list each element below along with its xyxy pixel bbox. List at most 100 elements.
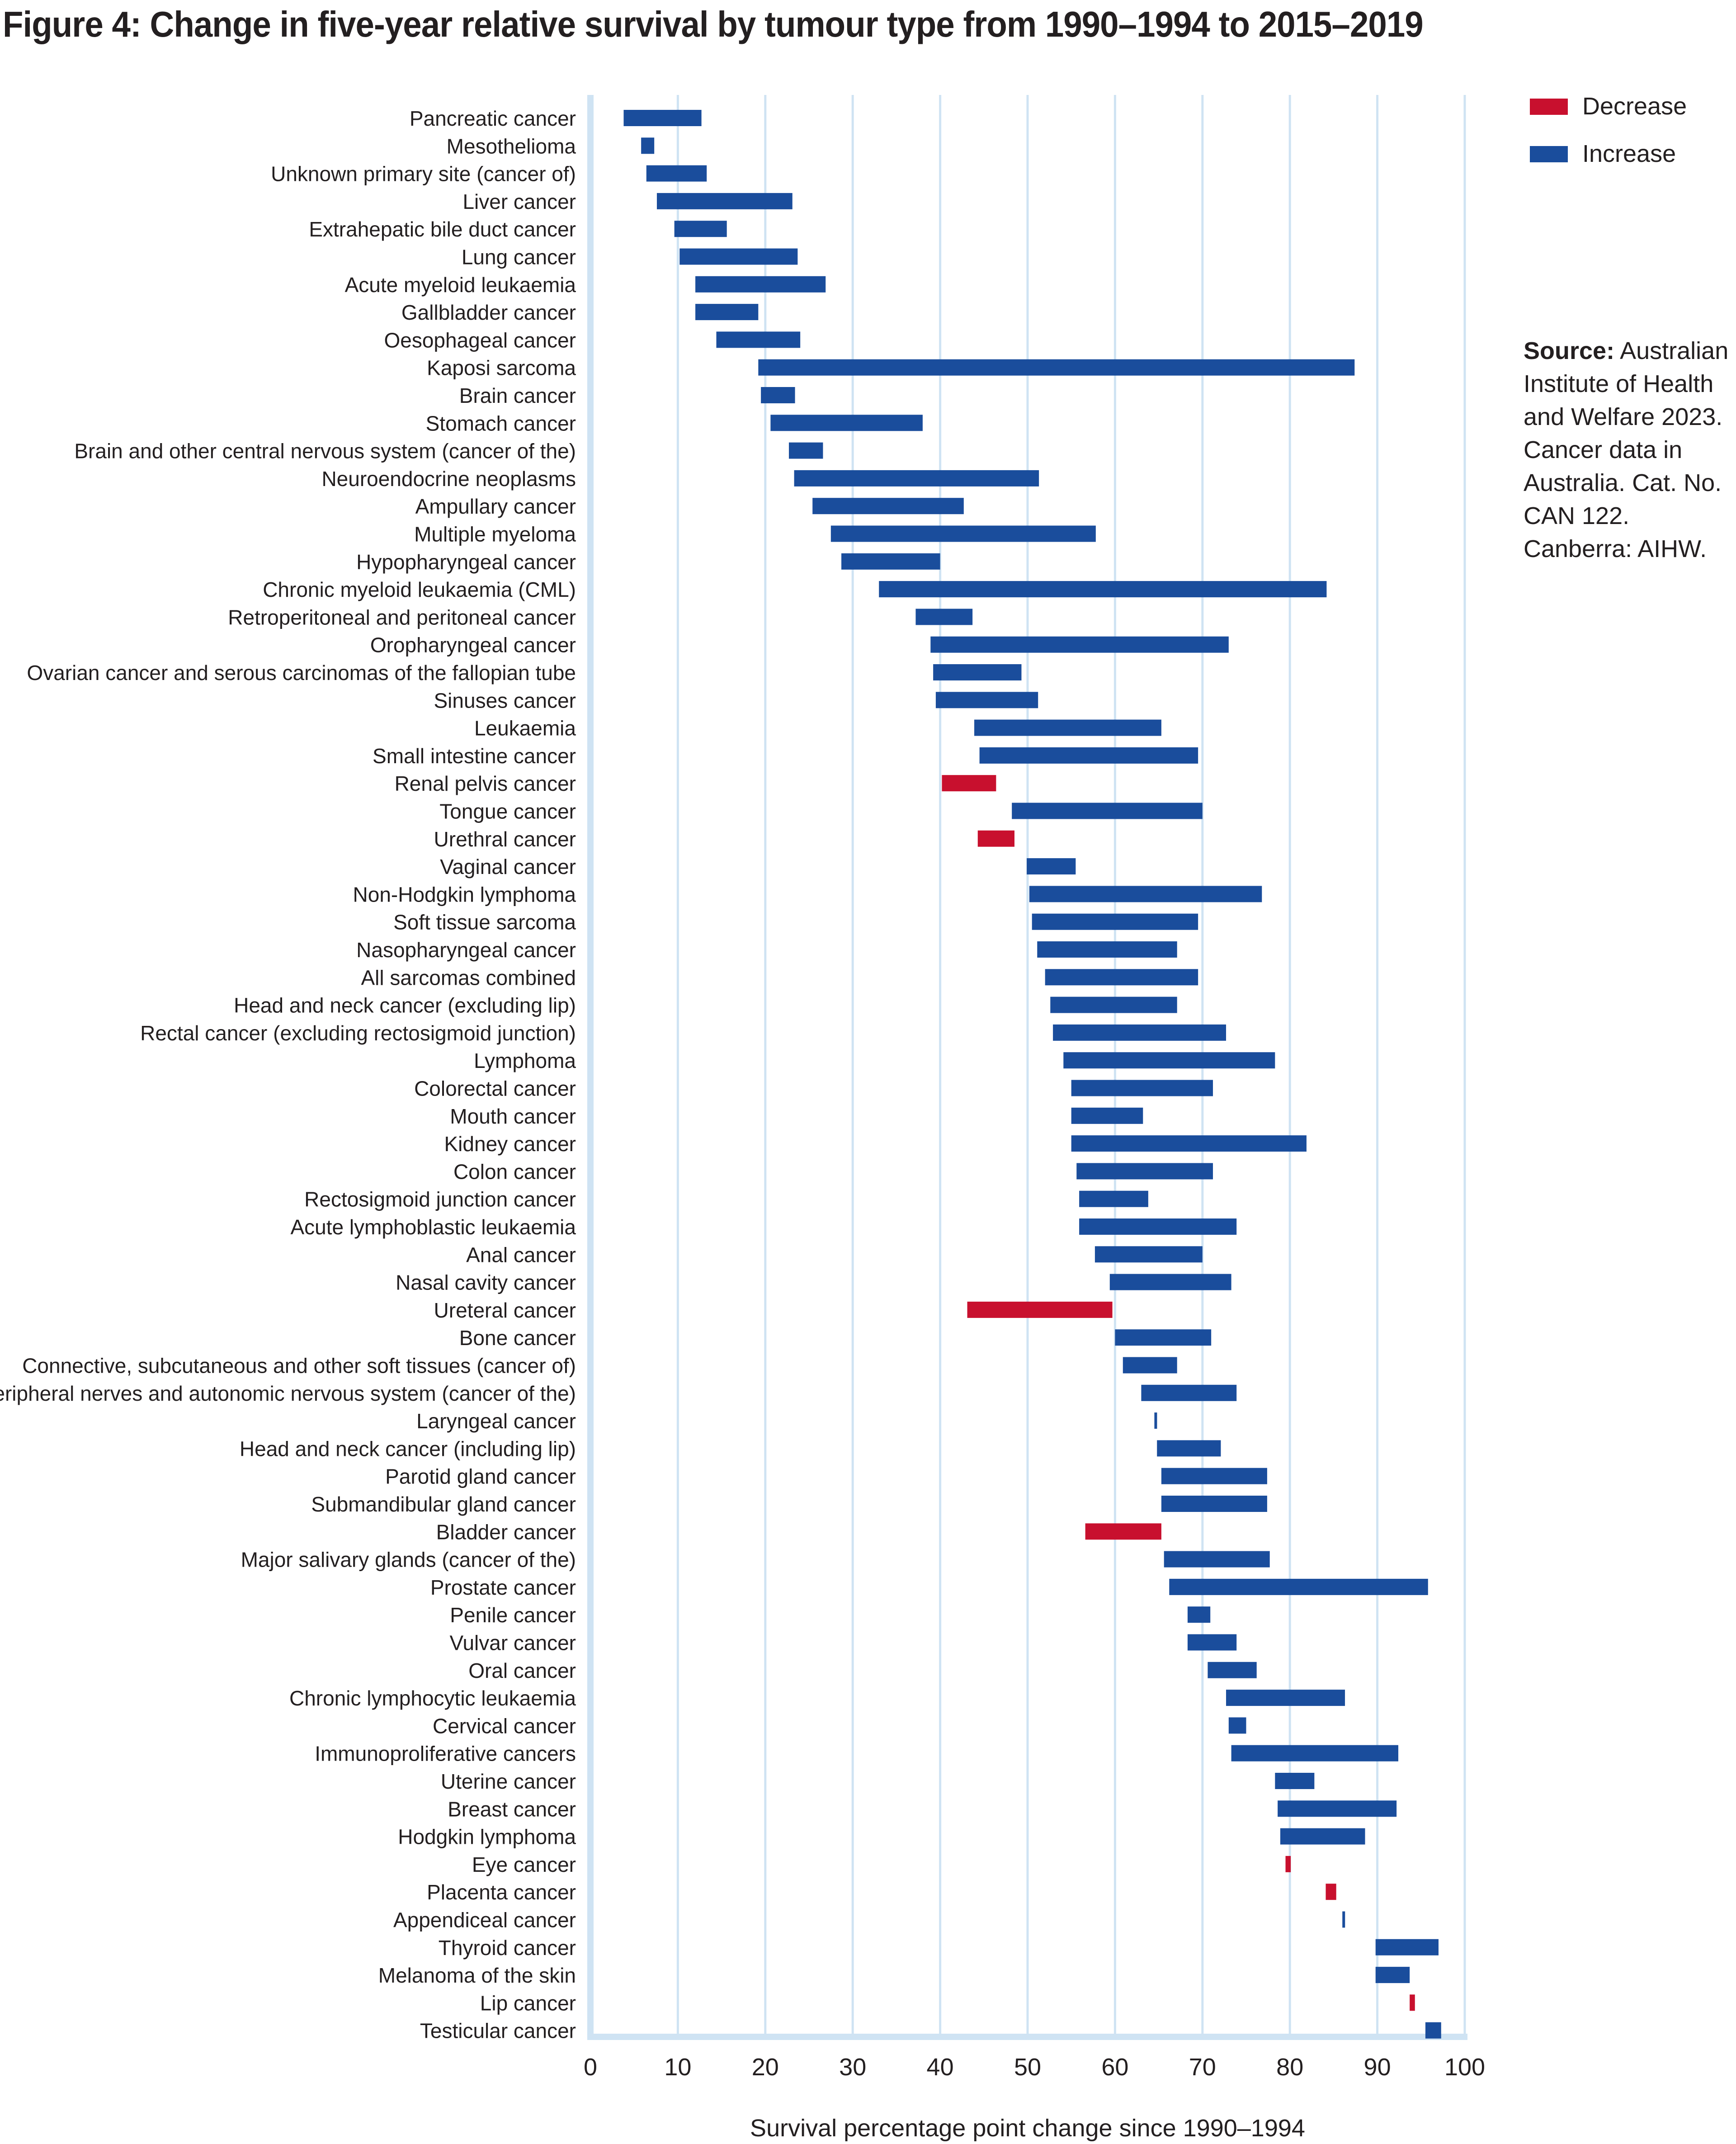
bar-increase [1161, 1468, 1267, 1484]
bar-increase [695, 276, 826, 293]
x-tick-label: 50 [1014, 2054, 1041, 2081]
bar-increase [679, 248, 798, 265]
category-label: Oral cancer [468, 1659, 576, 1682]
bar-increase [1154, 1412, 1157, 1429]
category-label: Mouth cancer [450, 1105, 576, 1128]
bar-increase [794, 470, 1039, 486]
category-label: Brain and other central nervous system (… [74, 439, 576, 463]
bar-increase [1053, 1024, 1227, 1041]
category-label: Mesothelioma [447, 134, 576, 158]
legend-swatch-increase [1530, 146, 1568, 162]
category-label: Lip cancer [480, 1991, 576, 2015]
category-label: Leukaemia [474, 717, 576, 740]
bar-increase [915, 609, 973, 625]
x-tick-label: 100 [1444, 2054, 1485, 2081]
category-label: Stomach cancer [426, 411, 576, 435]
bar-increase [1027, 858, 1076, 875]
category-label: Chronic lymphocytic leukaemia [289, 1686, 576, 1710]
category-label: Liver cancer [462, 190, 576, 213]
category-label: Colorectal cancer [414, 1077, 576, 1100]
category-label: Ampullary cancer [415, 495, 576, 518]
category-label: Eye cancer [472, 1853, 576, 1876]
bar-increase [930, 636, 1229, 653]
category-label: Neuroendocrine neoplasms [321, 467, 576, 491]
bar-increase [1094, 1246, 1203, 1263]
bar-increase [1029, 886, 1262, 902]
x-tick-label: 70 [1189, 2054, 1216, 2081]
category-label: Parotid gland cancer [385, 1465, 576, 1488]
category-label: Connective, subcutaneous and other soft … [22, 1354, 576, 1378]
bar-increase [1063, 1052, 1275, 1069]
bar-decrease [977, 830, 1014, 847]
bar-decrease [1285, 1856, 1291, 1872]
category-label: Ovarian cancer and serous carcinomas of … [27, 661, 576, 685]
bar-increase [1342, 1911, 1345, 1928]
category-label: Penile cancer [450, 1603, 576, 1627]
bar-increase [1037, 941, 1177, 958]
category-label: Nasal cavity cancer [396, 1271, 576, 1294]
source-heading: Source: [1524, 337, 1615, 364]
bar-increase [656, 193, 793, 209]
category-label: Oesophageal cancer [384, 328, 576, 352]
bar-increase [1228, 1717, 1246, 1734]
category-label: Hypopharyngeal cancer [356, 550, 576, 574]
category-label: Major salivary glands (cancer of the) [241, 1548, 576, 1572]
bar-increase [1226, 1690, 1345, 1706]
bar-increase [974, 719, 1161, 736]
category-label: Acute myeloid leukaemia [345, 273, 576, 297]
category-label: Thyroid cancer [439, 1936, 576, 1960]
bar-increase [979, 747, 1198, 764]
bar-increase [1164, 1551, 1270, 1568]
figure-title: Figure 4: Change in five-year relative s… [3, 4, 1424, 44]
bar-decrease [1326, 1884, 1336, 1900]
category-label: Lymphoma [474, 1049, 576, 1072]
bar-increase [1425, 2022, 1441, 2039]
category-label: All sarcomas combined [361, 966, 576, 989]
bar-increase [1275, 1773, 1315, 1789]
category-label: Kidney cancer [444, 1132, 576, 1156]
bar-increase [1231, 1745, 1399, 1761]
category-label: Multiple myeloma [414, 523, 576, 546]
category-label: Cervical cancer [433, 1714, 576, 1738]
bar-increase [1187, 1606, 1211, 1623]
bar-increase [1161, 1496, 1267, 1512]
bar-increase [1079, 1190, 1148, 1207]
bar-increase [879, 581, 1327, 598]
bar-increase [1278, 1800, 1397, 1817]
category-label: Rectosigmoid junction cancer [304, 1188, 576, 1211]
x-tick-label: 90 [1364, 2054, 1391, 2081]
bar-increase [1076, 1163, 1213, 1180]
bar-decrease [1085, 1523, 1161, 1540]
category-label: Head and neck cancer (including lip) [240, 1437, 576, 1460]
category-label: Vulvar cancer [449, 1631, 576, 1655]
category-label: Ureteral cancer [434, 1299, 576, 1322]
category-label: Kaposi sarcoma [427, 356, 576, 380]
source-text: Australian Institute of Health and Welfa… [1524, 337, 1729, 562]
category-label: Prostate cancer [430, 1576, 576, 1599]
bar-increase [1109, 1274, 1231, 1290]
bar-decrease [942, 775, 996, 792]
bar-increase [1115, 1329, 1212, 1346]
x-tick-label: 60 [1101, 2054, 1128, 2081]
bar-increase [841, 553, 940, 570]
bar-increase [1375, 1939, 1439, 1955]
x-tick-label: 20 [752, 2054, 779, 2081]
legend-swatch-decrease [1530, 99, 1568, 115]
x-axis-label: Survival percentage point change since 1… [750, 2115, 1305, 2142]
category-label: Gallbladder cancer [401, 301, 576, 324]
category-label: Melanoma of the skin [378, 1964, 576, 1987]
bar-increase [933, 664, 1022, 680]
x-tick-labels: 0 10 20 30 40 50 60 70 80 90 100 [584, 2054, 1485, 2081]
category-label: Extrahepatic bile duct cancer [309, 217, 576, 241]
bar-increase [716, 331, 801, 348]
bar-increase [1071, 1107, 1143, 1124]
category-label: Submandibular gland cancer [311, 1492, 576, 1516]
category-label: Laryngeal cancer [416, 1409, 576, 1433]
bar-decrease [1410, 1994, 1415, 2011]
legend-item-increase: Increase [1530, 138, 1729, 170]
category-label: Bladder cancer [436, 1520, 576, 1544]
category-label: Hodgkin lymphoma [398, 1825, 576, 1849]
x-tick-label: 10 [664, 2054, 691, 2081]
source-note: Source: Australian Institute of Health a… [1524, 335, 1731, 566]
bar-increase [935, 692, 1038, 708]
